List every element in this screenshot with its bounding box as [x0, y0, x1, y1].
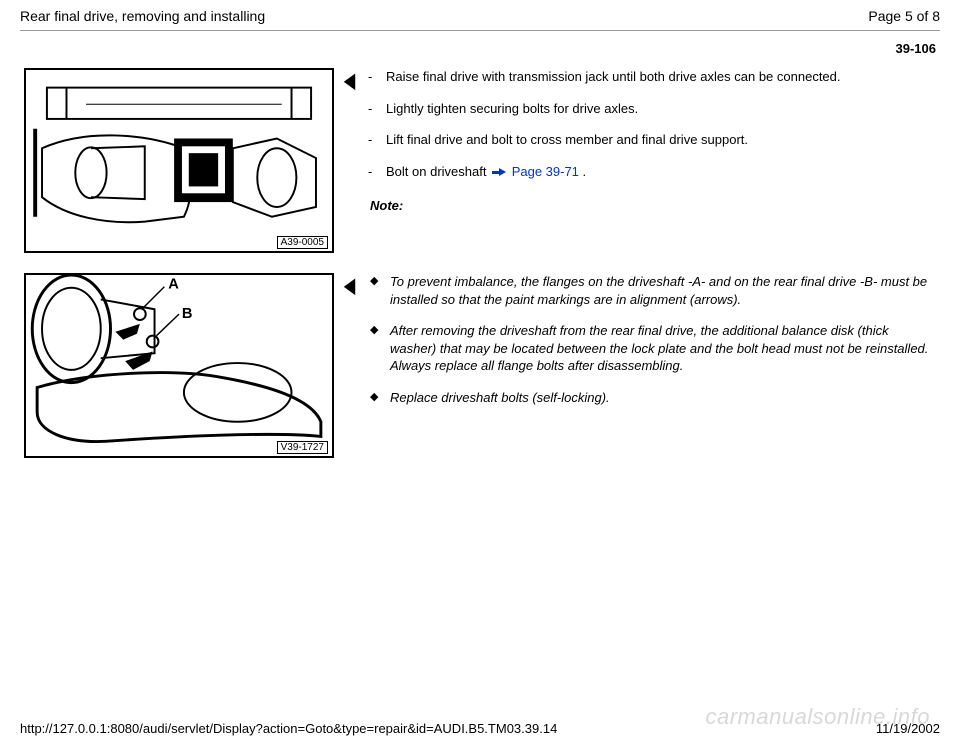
- instruction-item: Raise final drive with transmission jack…: [368, 68, 936, 86]
- instruction-text: .: [583, 164, 587, 179]
- figure-2-svg: A B: [26, 275, 332, 456]
- label-b: B: [182, 306, 193, 322]
- footer-url: http://127.0.0.1:8080/audi/servlet/Displ…: [20, 721, 557, 736]
- section-number: 39-106: [0, 31, 960, 68]
- page-content: A39-0005 ◀ Raise final drive with transm…: [0, 68, 960, 458]
- header-title: Rear final drive, removing and installin…: [20, 8, 265, 24]
- label-a: A: [168, 277, 179, 293]
- header-page: Page 5 of 8: [868, 8, 940, 24]
- block1-text: ◀ Raise final drive with transmission ja…: [334, 68, 936, 213]
- pointer-icon: ◀: [344, 273, 355, 298]
- instruction-block-1: A39-0005 ◀ Raise final drive with transm…: [24, 68, 936, 253]
- note-item: To prevent imbalance, the flanges on the…: [368, 273, 936, 308]
- instruction-item: Bolt on driveshaft Page 39-71 .: [368, 163, 936, 181]
- block2-list: To prevent imbalance, the flanges on the…: [368, 273, 936, 406]
- link-arrow-icon: [492, 167, 506, 178]
- figure-1-svg: [26, 70, 332, 251]
- figure-2-code: V39-1727: [277, 441, 328, 454]
- instruction-block-2: A B V39-1727 ◀ To prevent imbalance, the…: [24, 273, 936, 458]
- figure-1: A39-0005: [24, 68, 334, 253]
- page-link[interactable]: Page 39-71: [512, 164, 579, 179]
- page-footer: http://127.0.0.1:8080/audi/servlet/Displ…: [0, 721, 960, 736]
- page-header: Rear final drive, removing and installin…: [0, 0, 960, 30]
- footer-date: 11/19/2002: [876, 721, 940, 736]
- pointer-icon: ◀: [344, 68, 355, 93]
- block1-list: Raise final drive with transmission jack…: [368, 68, 936, 180]
- instruction-item: Lift final drive and bolt to cross membe…: [368, 131, 936, 149]
- note-item: Replace driveshaft bolts (self-locking).: [368, 389, 936, 407]
- block2-text: ◀ To prevent imbalance, the flanges on t…: [334, 273, 936, 420]
- note-item: After removing the driveshaft from the r…: [368, 322, 936, 375]
- instruction-item: Lightly tighten securing bolts for drive…: [368, 100, 936, 118]
- instruction-text: Bolt on driveshaft: [386, 164, 490, 179]
- figure-2: A B V39-1727: [24, 273, 334, 458]
- figure-1-code: A39-0005: [277, 236, 328, 249]
- note-label: Note:: [368, 198, 936, 213]
